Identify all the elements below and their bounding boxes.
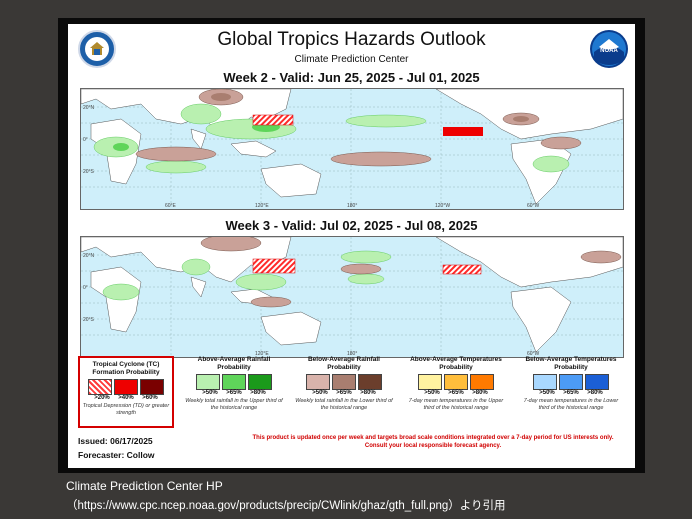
swatch — [559, 374, 583, 390]
legend-title: Tropical Cyclone (TC) Formation Probabil… — [92, 361, 160, 376]
svg-text:0°: 0° — [83, 285, 88, 291]
swatch-tc-40 — [114, 379, 138, 395]
forecaster-name: Forecaster: Collow — [78, 450, 155, 460]
svg-text:60°E: 60°E — [165, 203, 177, 209]
doc-seal-icon — [78, 30, 116, 68]
swatch — [196, 374, 220, 390]
swatch-tc-60 — [140, 379, 164, 395]
svg-text:20°N: 20°N — [83, 253, 95, 259]
svg-text:180°: 180° — [347, 351, 357, 357]
legend-tc: Tropical Cyclone (TC) Formation Probabil… — [78, 356, 174, 428]
svg-text:0°: 0° — [83, 137, 88, 143]
swatch — [332, 374, 356, 390]
page-title: Global Tropics Hazards Outlook — [217, 29, 486, 50]
swatch — [444, 374, 468, 390]
svg-text:20°N: 20°N — [83, 105, 95, 111]
legend-note: Tropical Depression (TD) or greater stre… — [82, 403, 170, 416]
swatch — [585, 374, 609, 390]
svg-text:20°S: 20°S — [83, 169, 95, 175]
week2-map: 20°N 0° 20°S 60°E 120°E 180° 120°W 60°W — [80, 88, 624, 210]
legend-below-rain: Below-Average Rainfall Probability >50% … — [295, 356, 393, 411]
swatch — [222, 374, 246, 390]
noaa-logo-text: NOAA — [600, 48, 618, 54]
week3-heading: Week 3 - Valid: Jul 02, 2025 - Jul 08, 2… — [225, 218, 478, 233]
legend-above-temp: Above-Average Temperatures Probability >… — [408, 356, 504, 411]
week2-heading: Week 2 - Valid: Jun 25, 2025 - Jul 01, 2… — [223, 70, 480, 85]
issued-date: Issued: 06/17/2025 — [78, 436, 153, 446]
swatch — [306, 374, 330, 390]
svg-text:180°: 180° — [347, 203, 357, 209]
noaa-logo: NOAA — [590, 30, 628, 68]
source-url-caption: （https://www.cpc.ncep.noaa.gov/products/… — [66, 500, 506, 512]
legend-below-temp: Below-Average Temperatures Probability >… — [523, 356, 619, 411]
source-caption: Climate Prediction Center HP — [66, 479, 223, 493]
outlook-image: NOAA Global Tropics Hazards Outlook Clim… — [68, 24, 635, 468]
swatch — [358, 374, 382, 390]
svg-text:120°W: 120°W — [435, 203, 450, 209]
swatch — [248, 374, 272, 390]
svg-text:60°W: 60°W — [527, 203, 540, 209]
svg-text:120°E: 120°E — [255, 351, 269, 357]
swatch — [470, 374, 494, 390]
svg-text:60°W: 60°W — [527, 351, 540, 357]
swatch — [533, 374, 557, 390]
disclaimer-line1: This product is updated once per week an… — [252, 435, 614, 441]
legend-above-rain: Above-Average Rainfall Probability >50% … — [185, 356, 283, 411]
page-subtitle: Climate Prediction Center — [294, 54, 409, 65]
swatch — [418, 374, 442, 390]
svg-text:120°E: 120°E — [255, 203, 269, 209]
swatch-tc-20 — [88, 379, 112, 395]
week3-map: 20°N 0° 20°S 120°E 180° 60°W — [80, 236, 624, 358]
disclaimer-line2: Consult your local responsible forecast … — [364, 443, 502, 449]
svg-text:20°S: 20°S — [83, 317, 95, 323]
